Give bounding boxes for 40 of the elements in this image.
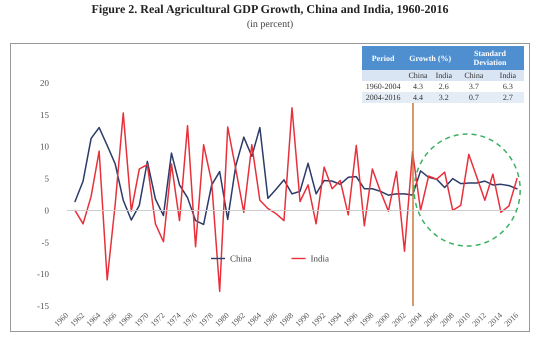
y-tick-label: 20 bbox=[40, 78, 50, 88]
text: Period bbox=[372, 54, 394, 62]
legend-label: China bbox=[230, 254, 252, 264]
text: Standard Deviation bbox=[474, 49, 506, 67]
text: Growth (%) bbox=[409, 54, 452, 62]
x-tick-label: 1982 bbox=[229, 310, 247, 328]
annotation: 1960-2004 bbox=[364, 81, 402, 92]
line-series bbox=[74, 107, 518, 292]
y-tick-label: 5 bbox=[44, 174, 50, 184]
chart-title: Figure 2. Real Agricultural GDP Growth, China and India, 1960-2016 bbox=[90, 2, 450, 17]
x-tick-label: 2010 bbox=[454, 310, 472, 328]
y-tick-label: 10 bbox=[40, 142, 50, 152]
x-tick-label: 1970 bbox=[132, 310, 151, 328]
x-tick-label: 1980 bbox=[213, 310, 231, 328]
legend-label: India bbox=[310, 254, 330, 264]
annotation: 4.4 bbox=[404, 92, 432, 103]
annotation: 4.3 bbox=[412, 81, 424, 92]
y-tick-label: 15 bbox=[40, 110, 50, 120]
annotation: 0.7 bbox=[456, 92, 492, 103]
text: India bbox=[500, 71, 516, 80]
x-tick-label: 1990 bbox=[294, 310, 312, 328]
chart-subtitle: (in percent) bbox=[246, 19, 294, 30]
text: China bbox=[408, 71, 428, 80]
y-tick-label: -15 bbox=[37, 301, 50, 311]
y-tick-label: 0 bbox=[44, 205, 50, 216]
x-tick-label: 1962 bbox=[68, 310, 86, 328]
annotation: 3.2 bbox=[432, 92, 456, 103]
annotation: 2004-2016 bbox=[362, 92, 404, 103]
annotation: 3.7 bbox=[468, 81, 480, 92]
x-tick-label: 1960 bbox=[52, 310, 70, 328]
text: India bbox=[436, 71, 452, 80]
x-tick-label: 1972 bbox=[148, 310, 167, 328]
text: China bbox=[464, 71, 484, 80]
x-tick-label: 1992 bbox=[310, 310, 328, 328]
y-tick-label: -10 bbox=[37, 269, 50, 280]
line-series bbox=[74, 126, 518, 226]
y-tick-label: -5 bbox=[42, 237, 50, 248]
annotation: 6.3 bbox=[502, 81, 514, 92]
annotation: 2.7 bbox=[492, 92, 524, 103]
annotation: 2.6 bbox=[438, 81, 450, 92]
